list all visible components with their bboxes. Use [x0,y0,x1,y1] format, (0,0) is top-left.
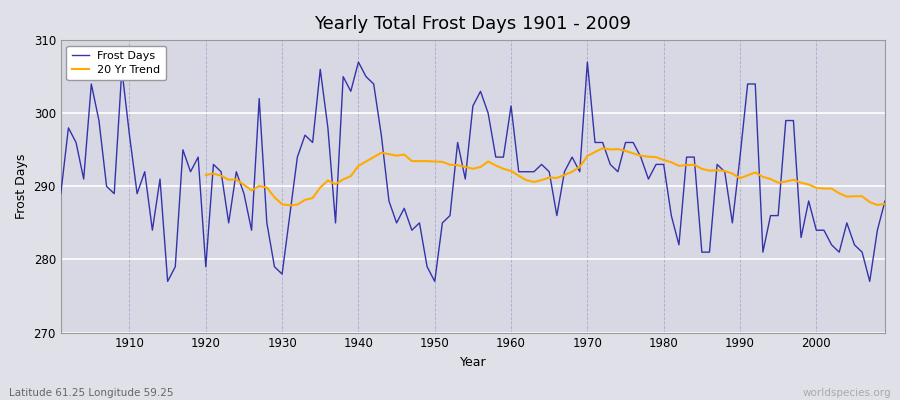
20 Yr Trend [879,202,890,206]
20 Yr Trend [598,146,608,151]
Frost Days [353,60,364,64]
20 Yr Trend [864,200,875,204]
Frost Days [521,169,532,174]
20 Yr Trend [414,159,425,164]
20 Yr Trend [201,173,212,178]
20 Yr Trend [284,203,295,208]
20 Yr Trend [688,162,699,167]
Legend: Frost Days, 20 Yr Trend: Frost Days, 20 Yr Trend [67,46,166,80]
Frost Days [879,198,890,203]
Y-axis label: Frost Days: Frost Days [15,154,28,219]
Frost Days [162,279,173,284]
Frost Days [56,191,67,196]
Text: worldspecies.org: worldspecies.org [803,388,891,398]
X-axis label: Year: Year [460,356,486,369]
Line: 20 Yr Trend: 20 Yr Trend [206,148,885,205]
Frost Days [116,67,127,72]
Text: Latitude 61.25 Longitude 59.25: Latitude 61.25 Longitude 59.25 [9,388,174,398]
Frost Days [292,155,302,160]
Frost Days [513,169,524,174]
Frost Days [338,74,348,79]
Line: Frost Days: Frost Days [61,62,885,282]
Frost Days [613,169,624,174]
Title: Yearly Total Frost Days 1901 - 2009: Yearly Total Frost Days 1901 - 2009 [314,15,632,33]
20 Yr Trend [796,180,806,185]
20 Yr Trend [300,198,310,202]
20 Yr Trend [780,179,791,184]
